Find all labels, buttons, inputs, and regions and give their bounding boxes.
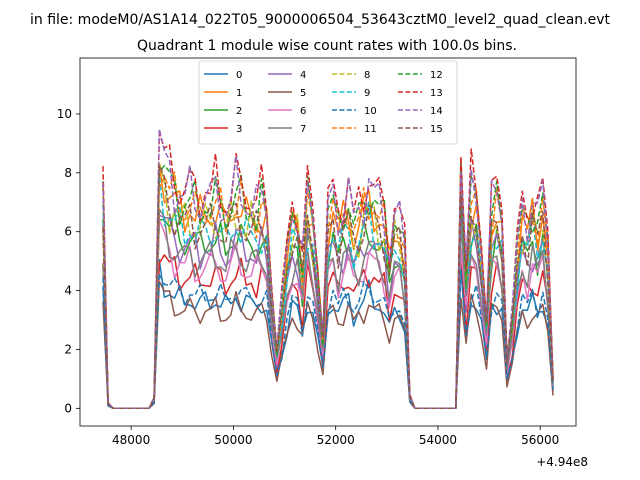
legend-label-1: 1: [236, 88, 242, 99]
x-tick-label: 56000: [521, 433, 559, 447]
x-tick-label: 52000: [317, 433, 355, 447]
legend-box: [198, 60, 458, 145]
series-line-14: [102, 128, 554, 410]
legend-label-7: 7: [300, 124, 306, 135]
series-line-5: [102, 280, 554, 410]
y-tick-label: 10: [57, 107, 72, 121]
y-tick-label: 4: [64, 284, 72, 298]
legend-label-2: 2: [236, 106, 242, 117]
y-tick-label: 8: [64, 166, 72, 180]
x-tick-label: 50000: [214, 433, 252, 447]
legend-label-14: 14: [430, 106, 443, 117]
legend-label-10: 10: [364, 106, 377, 117]
chart-title: Quadrant 1 module wise count rates with …: [137, 38, 517, 54]
legend-label-5: 5: [300, 88, 306, 99]
legend-label-0: 0: [236, 70, 242, 81]
y-axis: 0 2 4 6 8 10: [57, 107, 80, 415]
x-offset-label: +4.94e8: [536, 455, 588, 469]
x-axis: 48000 50000 52000 54000 56000: [112, 426, 559, 447]
series-line-15: [102, 164, 554, 410]
series-layer: [102, 128, 554, 410]
legend-label-11: 11: [364, 124, 377, 135]
legend-label-13: 13: [430, 88, 443, 99]
x-tick-label: 48000: [112, 433, 150, 447]
x-tick-label: 54000: [419, 433, 457, 447]
legend-label-6: 6: [300, 106, 306, 117]
figure-suptitle: in file: modeM0/AS1A14_022T05_9000006504…: [30, 12, 611, 28]
series-line-13: [102, 133, 554, 410]
legend-label-3: 3: [236, 124, 242, 135]
plot-frame: [79, 57, 577, 427]
y-tick-label: 2: [64, 342, 72, 356]
legend-label-15: 15: [430, 124, 443, 135]
y-tick-label: 0: [64, 401, 72, 415]
y-tick-label: 6: [64, 225, 72, 239]
legend-label-9: 9: [364, 88, 370, 99]
legend-label-4: 4: [300, 70, 306, 81]
legend-label-8: 8: [364, 70, 370, 81]
series-line-10: [102, 268, 554, 410]
legend-label-12: 12: [430, 70, 443, 81]
